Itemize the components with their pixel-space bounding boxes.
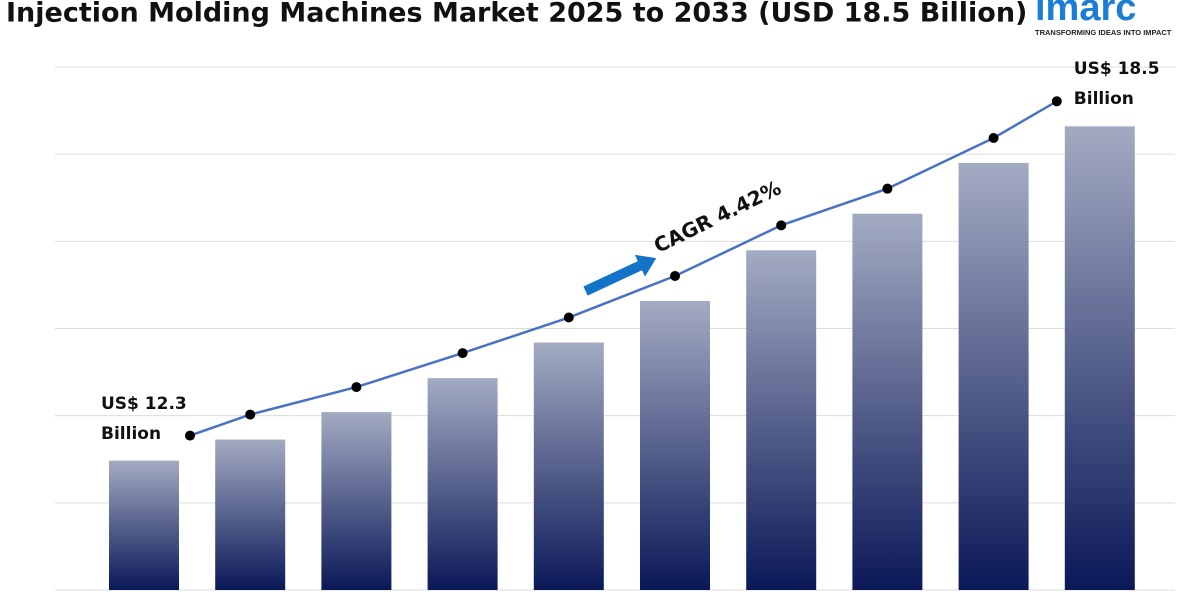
bar <box>215 439 286 590</box>
trend-point <box>245 409 256 420</box>
trend-line <box>189 100 1058 437</box>
value-label: US$ 12.3 Billion <box>101 393 187 444</box>
trend-point <box>457 348 468 359</box>
bar <box>640 301 710 590</box>
logo: imarc <box>1035 0 1136 29</box>
bar <box>109 460 179 590</box>
trend-point <box>670 271 680 282</box>
trend-point <box>988 132 999 143</box>
trend-point <box>776 220 787 231</box>
bar <box>746 250 817 590</box>
chart-title: Injection Molding Machines Market 2025 t… <box>6 0 1027 29</box>
cagr-annotation: CAGR 4.42% <box>650 176 785 258</box>
bar <box>1064 126 1135 591</box>
bar <box>533 342 604 590</box>
cagr-arrow <box>583 254 657 296</box>
trend-point <box>185 430 195 441</box>
value-label: US$ 18.5 Billion <box>1073 59 1160 110</box>
bar <box>321 412 392 590</box>
trend-point <box>563 312 574 323</box>
bar <box>958 162 1029 590</box>
trend-point <box>351 382 362 393</box>
trend-point <box>882 183 893 194</box>
bar <box>427 378 498 590</box>
trend-point <box>1051 96 1062 107</box>
bar <box>852 213 923 590</box>
logo-tagline: TRANSFORMING IDEAS INTO IMPACT <box>1035 28 1172 37</box>
